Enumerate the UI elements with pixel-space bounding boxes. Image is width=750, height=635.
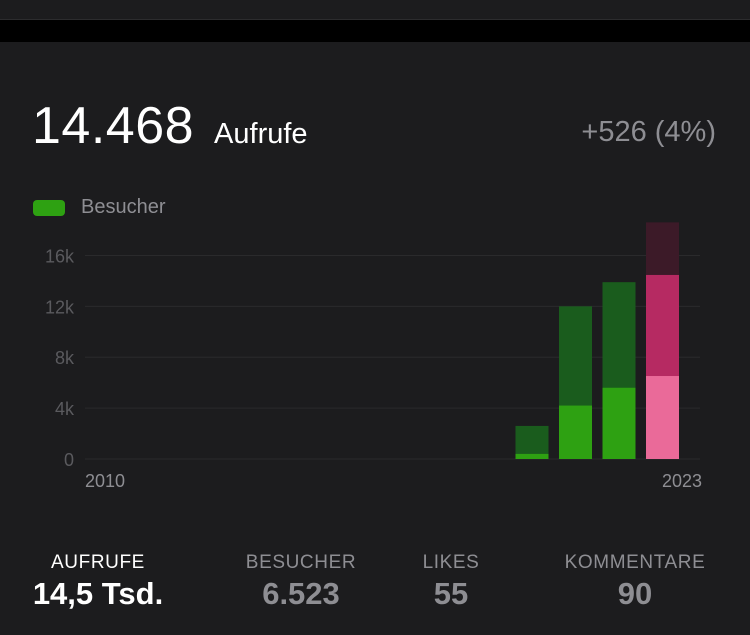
stat-label: BESUCHER (245, 552, 357, 573)
bar-besucher (602, 387, 636, 459)
bar-besucher (515, 453, 549, 459)
y-tick-label: 4k (55, 399, 75, 419)
top-strip (0, 0, 750, 20)
x-tick-label: 2010 (85, 471, 125, 491)
y-tick-label: 12k (45, 297, 75, 317)
y-tick-label: 0 (64, 450, 74, 470)
stat-label: AUFRUFE (51, 552, 145, 573)
bar-besucher (559, 405, 592, 459)
stat-likes[interactable]: LIKES 55 (400, 552, 502, 612)
chart-legend: Besucher (33, 196, 166, 219)
stat-value: 55 (433, 576, 469, 611)
stat-aufrufe[interactable]: AUFRUFE 14,5 Tsd. (20, 552, 176, 612)
legend-swatch-besucher (33, 199, 65, 216)
stat-value: 90 (617, 576, 653, 611)
stat-value: 14,5 Tsd. (32, 576, 164, 611)
total-views: 14.468 (32, 97, 195, 155)
section-divider (0, 20, 750, 42)
bar-chart: 0 4k 8k 12k 16k 2010 2023 (45, 222, 702, 491)
stat-kommentare[interactable]: KOMMENTARE 90 (548, 552, 722, 612)
total-views-unit: Aufrufe (214, 118, 308, 150)
y-tick-label: 16k (45, 246, 75, 266)
stat-label: LIKES (422, 552, 480, 573)
bar-aufrufe (515, 425, 549, 459)
bar-projection (646, 222, 679, 275)
views-delta: +526 (4%) (581, 116, 716, 148)
y-tick-label: 8k (55, 348, 75, 368)
stat-value: 6.523 (262, 576, 340, 611)
legend-label-besucher: Besucher (81, 196, 166, 218)
x-tick-label: 2023 (662, 471, 702, 491)
stat-besucher[interactable]: BESUCHER 6.523 (226, 552, 376, 612)
stat-label: KOMMENTARE (564, 552, 706, 573)
headline: 14.468 Aufrufe (32, 96, 308, 156)
bar-besucher (646, 376, 679, 459)
stats-row: AUFRUFE 14,5 Tsd. BESUCHER 6.523 LIKES 5… (0, 552, 750, 632)
